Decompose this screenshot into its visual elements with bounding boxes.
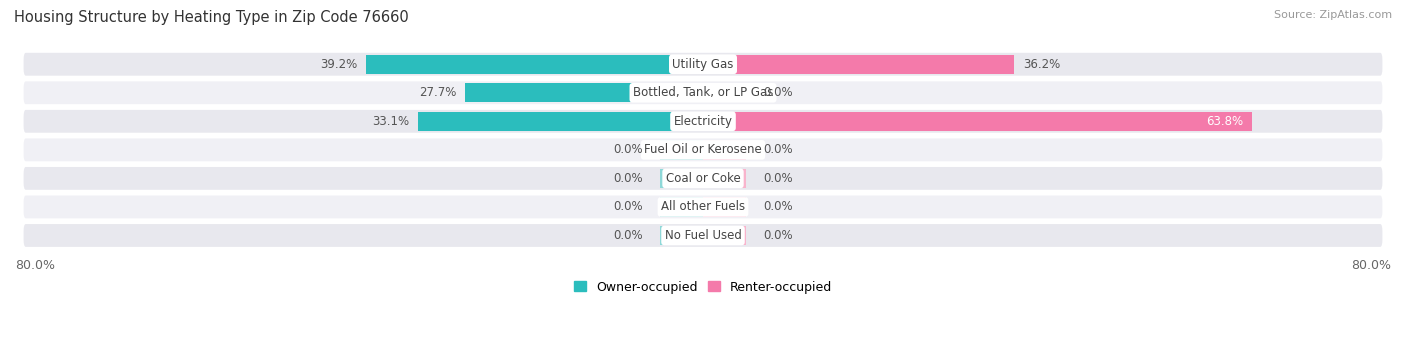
Text: 0.0%: 0.0% xyxy=(613,201,643,213)
Text: 80.0%: 80.0% xyxy=(15,259,55,272)
Text: No Fuel Used: No Fuel Used xyxy=(665,229,741,242)
Text: Fuel Oil or Kerosene: Fuel Oil or Kerosene xyxy=(644,143,762,157)
Bar xyxy=(659,140,703,160)
Text: 33.1%: 33.1% xyxy=(373,115,409,128)
Text: 36.2%: 36.2% xyxy=(1024,58,1060,71)
Bar xyxy=(366,55,703,74)
Text: 0.0%: 0.0% xyxy=(763,229,793,242)
FancyBboxPatch shape xyxy=(24,53,1382,76)
Text: 0.0%: 0.0% xyxy=(613,143,643,157)
Text: Utility Gas: Utility Gas xyxy=(672,58,734,71)
Text: 39.2%: 39.2% xyxy=(321,58,357,71)
Text: 0.0%: 0.0% xyxy=(763,201,793,213)
FancyBboxPatch shape xyxy=(24,110,1382,133)
FancyBboxPatch shape xyxy=(24,138,1382,161)
FancyBboxPatch shape xyxy=(24,195,1382,218)
Bar xyxy=(659,197,703,217)
Bar xyxy=(659,226,703,245)
Text: 0.0%: 0.0% xyxy=(763,143,793,157)
Bar xyxy=(419,112,703,131)
FancyBboxPatch shape xyxy=(24,81,1382,104)
Bar xyxy=(703,140,747,160)
Text: 0.0%: 0.0% xyxy=(613,229,643,242)
Text: 80.0%: 80.0% xyxy=(1351,259,1391,272)
Bar xyxy=(703,83,747,103)
Text: Bottled, Tank, or LP Gas: Bottled, Tank, or LP Gas xyxy=(633,86,773,99)
Legend: Owner-occupied, Renter-occupied: Owner-occupied, Renter-occupied xyxy=(574,281,832,294)
Text: 0.0%: 0.0% xyxy=(763,172,793,185)
Text: Coal or Coke: Coal or Coke xyxy=(665,172,741,185)
Bar xyxy=(465,83,703,103)
Bar xyxy=(703,226,747,245)
Bar xyxy=(703,55,1014,74)
Text: 0.0%: 0.0% xyxy=(763,86,793,99)
Text: 27.7%: 27.7% xyxy=(419,86,456,99)
Text: Source: ZipAtlas.com: Source: ZipAtlas.com xyxy=(1274,10,1392,20)
Text: 0.0%: 0.0% xyxy=(613,172,643,185)
Text: Housing Structure by Heating Type in Zip Code 76660: Housing Structure by Heating Type in Zip… xyxy=(14,10,409,25)
FancyBboxPatch shape xyxy=(24,167,1382,190)
Text: All other Fuels: All other Fuels xyxy=(661,201,745,213)
Text: Electricity: Electricity xyxy=(673,115,733,128)
Bar xyxy=(703,169,747,188)
FancyBboxPatch shape xyxy=(24,224,1382,247)
Text: 63.8%: 63.8% xyxy=(1206,115,1243,128)
Bar xyxy=(703,112,1251,131)
Bar xyxy=(703,197,747,217)
Bar xyxy=(659,169,703,188)
